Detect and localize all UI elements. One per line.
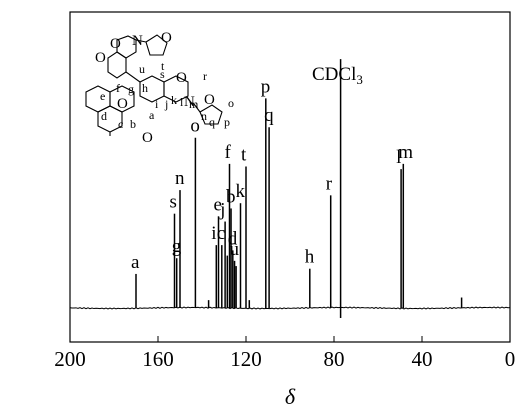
pos-e: e bbox=[100, 89, 105, 103]
peak-label-c: c bbox=[217, 223, 225, 244]
pos-d: d bbox=[101, 109, 107, 123]
furan-ring-right bbox=[199, 104, 223, 125]
peak-lines bbox=[135, 59, 463, 318]
peak-label-g: g bbox=[172, 236, 182, 257]
oxazine-ring-right bbox=[163, 75, 189, 103]
peak-label-q: q bbox=[264, 105, 274, 126]
x-axis-tick-labels: 200 160 120 80 40 0 bbox=[54, 347, 515, 371]
peak-label-r: r bbox=[326, 173, 333, 194]
peak-label-s: s bbox=[170, 192, 177, 213]
oxazine-n-mid: N bbox=[184, 94, 195, 110]
x-tick-label-0: 0 bbox=[505, 347, 516, 371]
peak-label-o: o bbox=[190, 116, 200, 137]
peak-label-l: l bbox=[396, 147, 401, 168]
benzox-o: O bbox=[95, 50, 106, 66]
pos-p: p bbox=[224, 115, 230, 129]
peak-label-j: j bbox=[219, 200, 225, 221]
furan-o-top: O bbox=[161, 30, 172, 46]
x-axis-ticks bbox=[69, 336, 511, 342]
peak-label-a: a bbox=[131, 252, 140, 273]
benzene-ring-upper bbox=[107, 51, 127, 79]
lactone-o: O bbox=[117, 96, 128, 112]
peak-label-d: d bbox=[228, 228, 238, 249]
peak-label-p: p bbox=[261, 76, 271, 97]
peak-label-n: n bbox=[175, 168, 185, 189]
spectrum-baseline bbox=[69, 306, 511, 310]
x-tick-label-40: 40 bbox=[412, 347, 433, 371]
pos-m: m bbox=[189, 97, 199, 111]
pos-q: q bbox=[209, 115, 215, 129]
pos-b: b bbox=[130, 117, 136, 131]
pos-u: u bbox=[139, 62, 145, 76]
solvent-peak-label: CDCl3 bbox=[312, 64, 363, 87]
x-axis-label: δ bbox=[285, 384, 296, 409]
pos-l: l bbox=[180, 95, 184, 109]
x-tick-label-120: 120 bbox=[230, 347, 262, 371]
oxazine-o-mid: O bbox=[176, 70, 187, 86]
pos-k: k bbox=[171, 93, 177, 107]
pos-h: h bbox=[142, 81, 148, 95]
furan-ring-top bbox=[145, 34, 168, 56]
furan-o-right: O bbox=[204, 92, 215, 108]
solvent-label-main: CDCl bbox=[312, 64, 356, 85]
pos-s: s bbox=[160, 67, 165, 81]
peak-label-t: t bbox=[241, 145, 247, 166]
x-tick-label-200: 200 bbox=[54, 347, 86, 371]
pos-f: f bbox=[116, 81, 120, 95]
peak-label-m: m bbox=[398, 142, 413, 163]
oxazine-o-top: O bbox=[110, 36, 121, 52]
carbonyl-o: O bbox=[142, 130, 153, 146]
peak-label-u: u bbox=[230, 239, 240, 260]
molecular-structure: O O N O O N O O O u s t r e f g h bbox=[85, 30, 234, 146]
pos-t: t bbox=[161, 59, 165, 73]
plot-frame bbox=[69, 11, 511, 343]
peak-label-h: h bbox=[305, 247, 315, 268]
baseline-trace bbox=[69, 306, 511, 310]
pos-a: a bbox=[149, 108, 155, 122]
peak-label-k: k bbox=[236, 181, 246, 202]
pos-r: r bbox=[203, 69, 207, 83]
x-tick-label-160: 160 bbox=[142, 347, 174, 371]
peak-label-e: e bbox=[214, 194, 222, 215]
solvent-label-subscript: 3 bbox=[356, 72, 363, 87]
pos-n: n bbox=[201, 109, 207, 123]
x-tick-label-80: 80 bbox=[324, 347, 345, 371]
pos-i: i bbox=[155, 97, 159, 111]
peak-label-f: f bbox=[225, 142, 232, 163]
pos-c: c bbox=[118, 117, 123, 131]
pos-j: j bbox=[164, 97, 168, 111]
pos-g: g bbox=[128, 82, 134, 96]
pos-o: o bbox=[228, 96, 234, 110]
oxazine-n-top: N bbox=[132, 33, 143, 49]
peak-label-i: i bbox=[211, 223, 216, 244]
peak-label-b: b bbox=[226, 186, 236, 207]
